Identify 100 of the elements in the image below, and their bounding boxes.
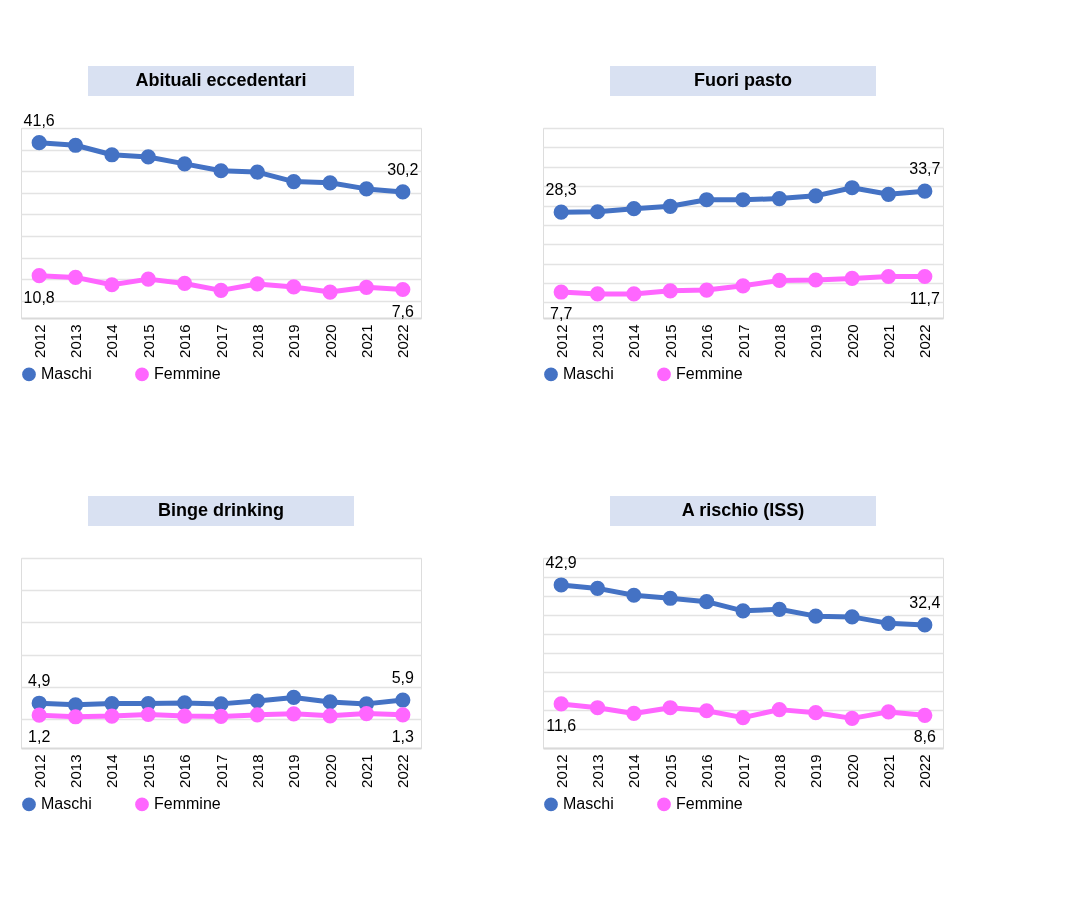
x-tick-label: 2015 <box>139 754 157 788</box>
point <box>771 191 787 207</box>
x-tick-label: 2018 <box>770 754 788 788</box>
point <box>213 708 229 725</box>
point <box>589 286 606 302</box>
point <box>553 204 569 220</box>
point <box>140 271 156 287</box>
x-tick-label: 2019 <box>285 754 303 788</box>
point <box>286 279 302 295</box>
point <box>771 272 787 288</box>
point <box>735 278 751 294</box>
point <box>735 192 751 208</box>
chart-title: Abituali eccedentari <box>135 70 307 90</box>
x-tick-label: 2021 <box>357 324 375 358</box>
point <box>699 594 715 610</box>
point <box>358 705 375 722</box>
point <box>880 704 897 720</box>
point <box>67 269 84 285</box>
point <box>553 696 569 712</box>
x-tick-label: 2020 <box>843 754 861 788</box>
point <box>358 279 375 295</box>
data-label: 8,6 <box>913 728 937 746</box>
point <box>140 149 156 165</box>
point <box>553 284 569 300</box>
x-tick-label: 2022 <box>394 324 412 358</box>
point <box>917 617 933 633</box>
legend-label: Maschi <box>563 365 614 383</box>
point <box>358 181 375 197</box>
point <box>808 705 824 721</box>
point <box>177 695 193 711</box>
point <box>917 707 933 723</box>
point <box>286 706 302 722</box>
data-label: 7,7 <box>550 305 573 323</box>
point <box>249 707 265 723</box>
legend-label: Femmine <box>154 365 221 383</box>
x-tick-label: 2019 <box>807 754 825 788</box>
x-tick-label: 2015 <box>661 754 679 788</box>
x-tick-label: 2019 <box>285 324 303 358</box>
data-label: 32,4 <box>909 593 941 611</box>
x-tick-label: 2017 <box>212 324 230 358</box>
x-tick-label: 2012 <box>552 324 570 358</box>
legend-label: Femmine <box>676 365 743 383</box>
point <box>286 173 302 190</box>
point <box>880 186 897 202</box>
x-tick-label: 2021 <box>879 754 897 788</box>
point <box>917 183 933 199</box>
x-tick-label: 2013 <box>67 754 85 788</box>
point <box>249 276 265 292</box>
x-tick-label: 2014 <box>103 754 121 788</box>
x-tick-label: 2018 <box>248 324 266 358</box>
x-tick-label: 2014 <box>625 324 643 358</box>
point <box>844 270 860 287</box>
point <box>67 709 84 725</box>
point <box>771 601 787 617</box>
point <box>31 268 47 284</box>
point <box>177 708 193 724</box>
point <box>917 268 933 285</box>
x-tick-label: 2017 <box>734 754 752 788</box>
data-label: 10,8 <box>23 288 55 306</box>
point <box>553 577 569 593</box>
point <box>699 282 715 298</box>
point <box>31 707 47 723</box>
x-tick-label: 2016 <box>698 754 716 788</box>
data-label: 33,7 <box>909 160 941 178</box>
point <box>104 708 120 724</box>
x-tick-label: 2018 <box>770 324 788 358</box>
x-tick-label: 2020 <box>321 324 339 358</box>
data-label: 11,6 <box>546 716 577 734</box>
x-tick-label: 2018 <box>248 754 266 788</box>
point <box>395 707 411 723</box>
point <box>880 268 897 285</box>
data-label: 7,6 <box>391 302 415 320</box>
point <box>626 587 642 603</box>
point <box>735 710 751 726</box>
point <box>395 281 411 298</box>
point <box>67 137 84 153</box>
x-tick-label: 2012 <box>30 754 48 788</box>
point <box>880 615 897 631</box>
x-tick-label: 2017 <box>212 754 230 788</box>
point <box>626 705 642 721</box>
x-tick-label: 2015 <box>139 324 157 358</box>
point <box>395 184 411 200</box>
point <box>844 609 860 625</box>
point <box>177 275 193 292</box>
point <box>322 284 338 300</box>
legend-label: Maschi <box>563 795 614 813</box>
point <box>104 695 120 712</box>
point <box>662 283 678 299</box>
point <box>735 603 751 619</box>
point <box>31 135 47 151</box>
x-tick-label: 2019 <box>807 324 825 358</box>
x-tick-label: 2020 <box>321 754 339 788</box>
data-label: 11,7 <box>909 289 940 307</box>
point <box>213 282 229 298</box>
point <box>771 702 787 718</box>
x-tick-label: 2022 <box>916 754 934 788</box>
x-tick-label: 2013 <box>67 324 85 358</box>
chart-title: A rischio (ISS) <box>681 500 805 520</box>
chart-title: Binge drinking <box>158 500 284 520</box>
x-tick-label: 2021 <box>879 324 897 358</box>
